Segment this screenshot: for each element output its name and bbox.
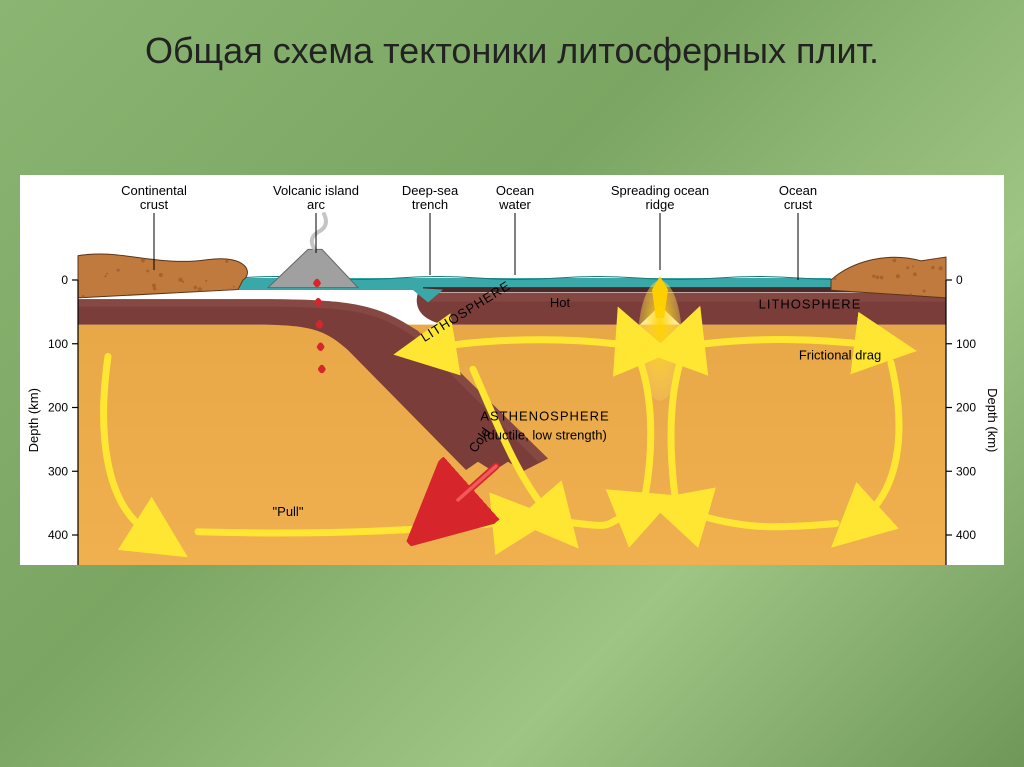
svg-text:Frictional drag: Frictional drag [799,348,881,363]
svg-text:400: 400 [956,528,976,542]
svg-text:LITHOSPHERE: LITHOSPHERE [759,297,862,312]
svg-text:300: 300 [48,464,68,478]
svg-text:(ductile, low strength): (ductile, low strength) [483,427,607,442]
svg-text:ridge: ridge [646,197,675,212]
svg-text:Hot: Hot [550,295,571,310]
svg-text:200: 200 [956,401,976,415]
svg-text:crust: crust [140,197,169,212]
svg-text:arc: arc [307,197,326,212]
svg-text:ASTHENOSPHERE: ASTHENOSPHERE [480,408,609,423]
svg-text:100: 100 [48,337,68,351]
svg-text:Ocean: Ocean [779,183,817,198]
svg-text:Depth (km): Depth (km) [26,388,41,452]
svg-text:Ocean: Ocean [496,183,534,198]
svg-text:0: 0 [61,273,68,287]
svg-text:"Pull": "Pull" [273,504,304,519]
slide-title: Общая схема тектоники литосферных плит. [0,0,1024,73]
svg-text:Spreading ocean: Spreading ocean [611,183,709,198]
slide: Общая схема тектоники литосферных плит. … [0,0,1024,767]
svg-text:Depth (km): Depth (km) [985,388,1000,452]
svg-text:crust: crust [784,197,813,212]
svg-text:200: 200 [48,401,68,415]
svg-text:Continental: Continental [121,183,187,198]
plate-tectonics-diagram: LITHOSPHERELITHOSPHEREHotColdASTHENOSPHE… [20,175,1004,565]
svg-text:Deep-sea: Deep-sea [402,183,459,198]
svg-text:trench: trench [412,197,448,212]
svg-text:water: water [498,197,531,212]
svg-text:100: 100 [956,337,976,351]
svg-text:Volcanic island: Volcanic island [273,183,359,198]
diagram-svg: LITHOSPHERELITHOSPHEREHotColdASTHENOSPHE… [20,175,1004,565]
svg-text:0: 0 [956,273,963,287]
svg-text:300: 300 [956,464,976,478]
svg-text:400: 400 [48,528,68,542]
